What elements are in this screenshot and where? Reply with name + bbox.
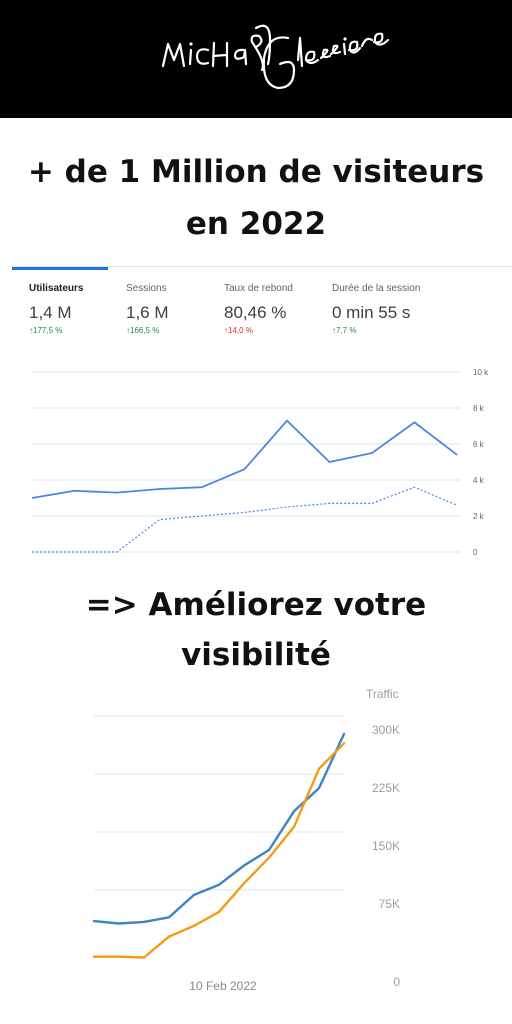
metric-change: ↑177,5 % bbox=[29, 326, 63, 335]
series-line-2 bbox=[32, 486, 458, 553]
y-tick-label: 4 k bbox=[473, 476, 485, 485]
metric-change: ↑14,0 % bbox=[224, 326, 253, 335]
y-tick-label: 75K bbox=[379, 897, 400, 911]
headline-visitors: + de 1 Million de visiteurs en 2022 bbox=[0, 146, 512, 250]
header-banner bbox=[0, 0, 512, 118]
metric-label: Durée de la session bbox=[332, 283, 421, 294]
metric-change: ↑7,7 % bbox=[332, 326, 357, 335]
active-tab-indicator bbox=[12, 267, 108, 270]
metric-label: Taux de rebond bbox=[224, 283, 293, 294]
metric-sessions[interactable]: Sessions 1,6 M ↑166,5 % bbox=[126, 283, 169, 335]
y-tick-label: 6 k bbox=[473, 440, 485, 449]
y-axis-title: Traffic bbox=[366, 687, 399, 701]
analytics-line-chart: 10 k 8 k 6 k 4 k 2 k 0 bbox=[31, 368, 489, 557]
series-line-2 bbox=[92, 742, 346, 959]
y-tick-label: 0 bbox=[393, 975, 400, 989]
y-tick-label: 225K bbox=[372, 781, 400, 795]
y-tick-label: 150K bbox=[372, 839, 400, 853]
headline-visibility-line2: visibilité bbox=[181, 637, 331, 673]
y-tick-label: 2 k bbox=[473, 512, 485, 521]
metric-value: 1,4 M bbox=[29, 303, 72, 322]
headline-visibility: => Améliorez votre visibilité bbox=[0, 580, 512, 680]
headline-visitors-line2: en 2022 bbox=[185, 206, 327, 242]
y-tick-label: 0 bbox=[473, 548, 478, 557]
series-line-1 bbox=[92, 732, 346, 925]
metric-value: 1,6 M bbox=[126, 303, 169, 322]
metric-value: 80,46 % bbox=[224, 303, 287, 322]
x-tick-label: 10 Feb 2022 bbox=[189, 979, 257, 993]
headline-visitors-line1: + de 1 Million de visiteurs bbox=[27, 154, 485, 190]
y-tick-label: 300K bbox=[372, 723, 400, 737]
metric-bounce-rate[interactable]: Taux de rebond 80,46 % ↑14,0 % bbox=[224, 283, 293, 335]
analytics-panel: Utilisateurs 1,4 M ↑177,5 % Sessions 1,6… bbox=[12, 266, 512, 567]
series-line-1 bbox=[31, 419, 458, 499]
traffic-line-chart: Traffic 300K 225K 150K 75K 0 10 Feb 2022 bbox=[92, 687, 400, 993]
metric-label: Utilisateurs bbox=[29, 283, 84, 294]
metric-session-duration[interactable]: Durée de la session 0 min 55 s ↑7,7 % bbox=[332, 283, 420, 335]
metric-change: ↑166,5 % bbox=[126, 326, 160, 335]
metric-label: Sessions bbox=[126, 283, 167, 294]
metric-users[interactable]: Utilisateurs 1,4 M ↑177,5 % bbox=[29, 283, 83, 335]
y-tick-label: 10 k bbox=[473, 368, 489, 377]
signature-logo bbox=[161, 24, 390, 90]
headline-visibility-line1: => Améliorez votre bbox=[85, 587, 427, 623]
y-tick-label: 8 k bbox=[473, 404, 485, 413]
metric-value: 0 min 55 s bbox=[332, 303, 411, 322]
